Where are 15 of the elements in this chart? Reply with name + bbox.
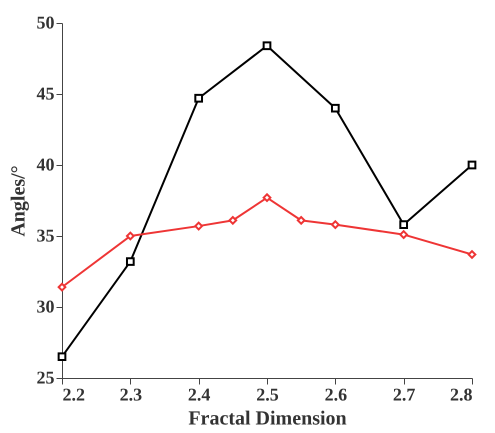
x-axis-title: Fractal Dimension — [188, 408, 347, 430]
y-tick-label: 35 — [36, 226, 54, 246]
y-tick-label: 40 — [36, 154, 54, 174]
x-tick-label: 2.5 — [256, 384, 279, 404]
y-tick-label: 50 — [36, 12, 54, 32]
x-tick-label: 2.7 — [392, 384, 416, 404]
y-tick-label: 45 — [36, 84, 54, 104]
x-tick-label: 2.6 — [324, 384, 348, 404]
x-tick-label: 2.4 — [188, 384, 210, 404]
y-axis-title: Angles/° — [8, 165, 30, 237]
x-tick-label: 2.8 — [450, 384, 472, 404]
x-tick-label: 2.3 — [120, 384, 142, 404]
x-tick-label: 2.2 — [62, 384, 85, 404]
y-tick-label: 30 — [36, 296, 54, 316]
y-tick-label: 25 — [36, 368, 54, 388]
